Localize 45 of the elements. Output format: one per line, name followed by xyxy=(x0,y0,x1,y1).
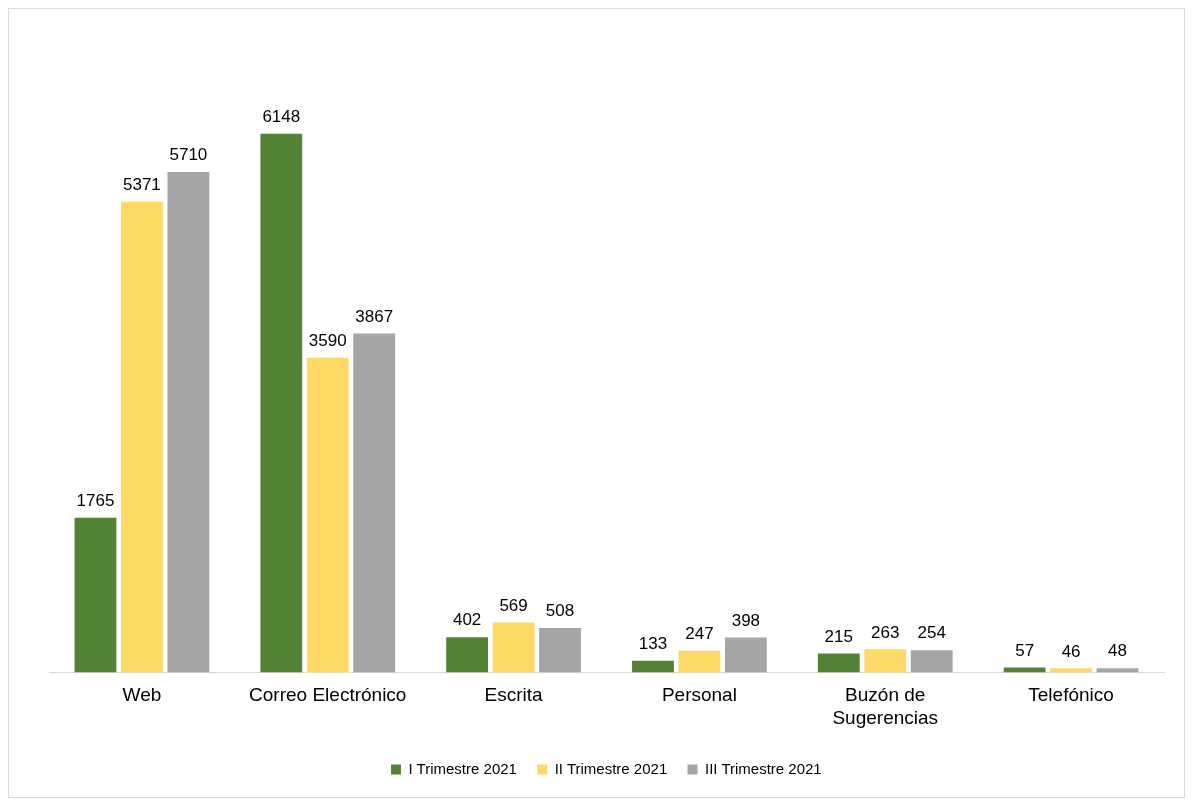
data-label: 133 xyxy=(638,633,668,653)
bar xyxy=(632,660,674,673)
bar xyxy=(539,627,581,673)
bar xyxy=(306,357,349,673)
data-label: 247 xyxy=(685,623,714,643)
data-label: 569 xyxy=(499,595,528,615)
bar xyxy=(1096,668,1139,673)
data-label: 508 xyxy=(545,601,575,621)
data-label: 1765 xyxy=(76,490,115,510)
x-tick-label: Web xyxy=(122,684,162,706)
data-label: 57 xyxy=(1015,640,1035,660)
data-label: 263 xyxy=(871,622,900,642)
bar xyxy=(1003,667,1046,673)
data-label: 254 xyxy=(917,623,946,643)
data-label: 3867 xyxy=(355,306,394,326)
bar xyxy=(1050,668,1092,673)
legend-label: II Trimestre 2021 xyxy=(554,759,668,777)
bar xyxy=(817,653,860,673)
bar xyxy=(446,637,489,673)
data-label: 5710 xyxy=(169,145,208,165)
bar xyxy=(353,333,396,673)
bar xyxy=(74,517,117,673)
bar xyxy=(910,650,953,673)
data-label: 48 xyxy=(1108,641,1127,661)
bar xyxy=(724,637,767,673)
bar xyxy=(864,649,907,673)
bar xyxy=(492,622,535,673)
bar xyxy=(678,650,721,673)
bar xyxy=(167,172,210,673)
data-label: 6148 xyxy=(262,106,301,126)
x-tick-label: Personal xyxy=(661,684,737,706)
data-label: 5371 xyxy=(123,174,161,194)
legend-label: I Trimestre 2021 xyxy=(408,759,517,777)
bar xyxy=(121,201,163,673)
bar xyxy=(260,133,303,673)
data-label: 46 xyxy=(1061,641,1081,661)
x-tick-label: Escrita xyxy=(484,684,544,706)
legend-label: III Trimestre 2021 xyxy=(704,759,822,777)
x-tick-label: Telefónico xyxy=(1028,684,1114,706)
x-tick-label: Correo Electrónico xyxy=(249,684,407,706)
x-tick-label: Buzón de Sugerencias xyxy=(832,684,939,728)
data-label: 398 xyxy=(731,610,761,630)
data-label: 402 xyxy=(452,610,482,630)
data-label: 215 xyxy=(824,626,853,646)
data-label: 3590 xyxy=(308,331,347,350)
